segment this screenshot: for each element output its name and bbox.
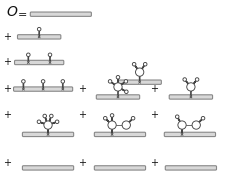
Text: +: +: [150, 110, 158, 120]
Circle shape: [131, 116, 135, 120]
Circle shape: [41, 80, 45, 83]
Circle shape: [176, 115, 179, 119]
FancyBboxPatch shape: [164, 132, 216, 137]
Circle shape: [201, 116, 205, 120]
FancyBboxPatch shape: [96, 95, 140, 99]
Circle shape: [114, 83, 122, 91]
FancyBboxPatch shape: [22, 132, 74, 137]
Circle shape: [48, 53, 52, 57]
Circle shape: [50, 114, 53, 118]
Text: +: +: [150, 158, 158, 168]
FancyBboxPatch shape: [94, 166, 146, 170]
Text: +: +: [150, 84, 158, 94]
FancyBboxPatch shape: [18, 35, 61, 39]
Circle shape: [37, 120, 41, 124]
FancyBboxPatch shape: [14, 87, 73, 91]
Circle shape: [192, 121, 200, 129]
Circle shape: [178, 121, 186, 129]
Text: +: +: [79, 110, 87, 120]
Circle shape: [37, 27, 41, 31]
Text: +: +: [79, 84, 87, 94]
Circle shape: [195, 78, 199, 81]
FancyBboxPatch shape: [30, 12, 91, 16]
Circle shape: [103, 116, 107, 120]
Circle shape: [183, 78, 186, 81]
FancyBboxPatch shape: [118, 80, 161, 84]
Circle shape: [44, 121, 52, 129]
Text: +: +: [3, 57, 11, 67]
FancyBboxPatch shape: [165, 166, 216, 170]
Text: $=$: $=$: [15, 8, 27, 18]
Text: +: +: [79, 158, 87, 168]
Text: +: +: [3, 32, 11, 42]
Circle shape: [61, 80, 65, 83]
FancyBboxPatch shape: [15, 60, 64, 65]
FancyBboxPatch shape: [94, 132, 146, 137]
Circle shape: [187, 83, 195, 91]
Circle shape: [108, 80, 112, 83]
Text: $\mathit{O}$: $\mathit{O}$: [6, 5, 18, 19]
Circle shape: [116, 75, 120, 79]
FancyBboxPatch shape: [22, 166, 74, 170]
Circle shape: [124, 90, 128, 94]
Circle shape: [110, 114, 114, 117]
Text: +: +: [3, 110, 11, 120]
Circle shape: [26, 53, 30, 57]
Circle shape: [22, 80, 25, 83]
Text: +: +: [3, 84, 11, 94]
Circle shape: [143, 62, 147, 66]
Circle shape: [122, 121, 130, 129]
Circle shape: [55, 120, 59, 124]
Circle shape: [132, 62, 136, 66]
FancyBboxPatch shape: [169, 95, 212, 99]
Circle shape: [135, 68, 144, 76]
Circle shape: [124, 80, 128, 83]
Text: +: +: [3, 158, 11, 168]
Circle shape: [43, 114, 47, 118]
Circle shape: [108, 121, 116, 129]
